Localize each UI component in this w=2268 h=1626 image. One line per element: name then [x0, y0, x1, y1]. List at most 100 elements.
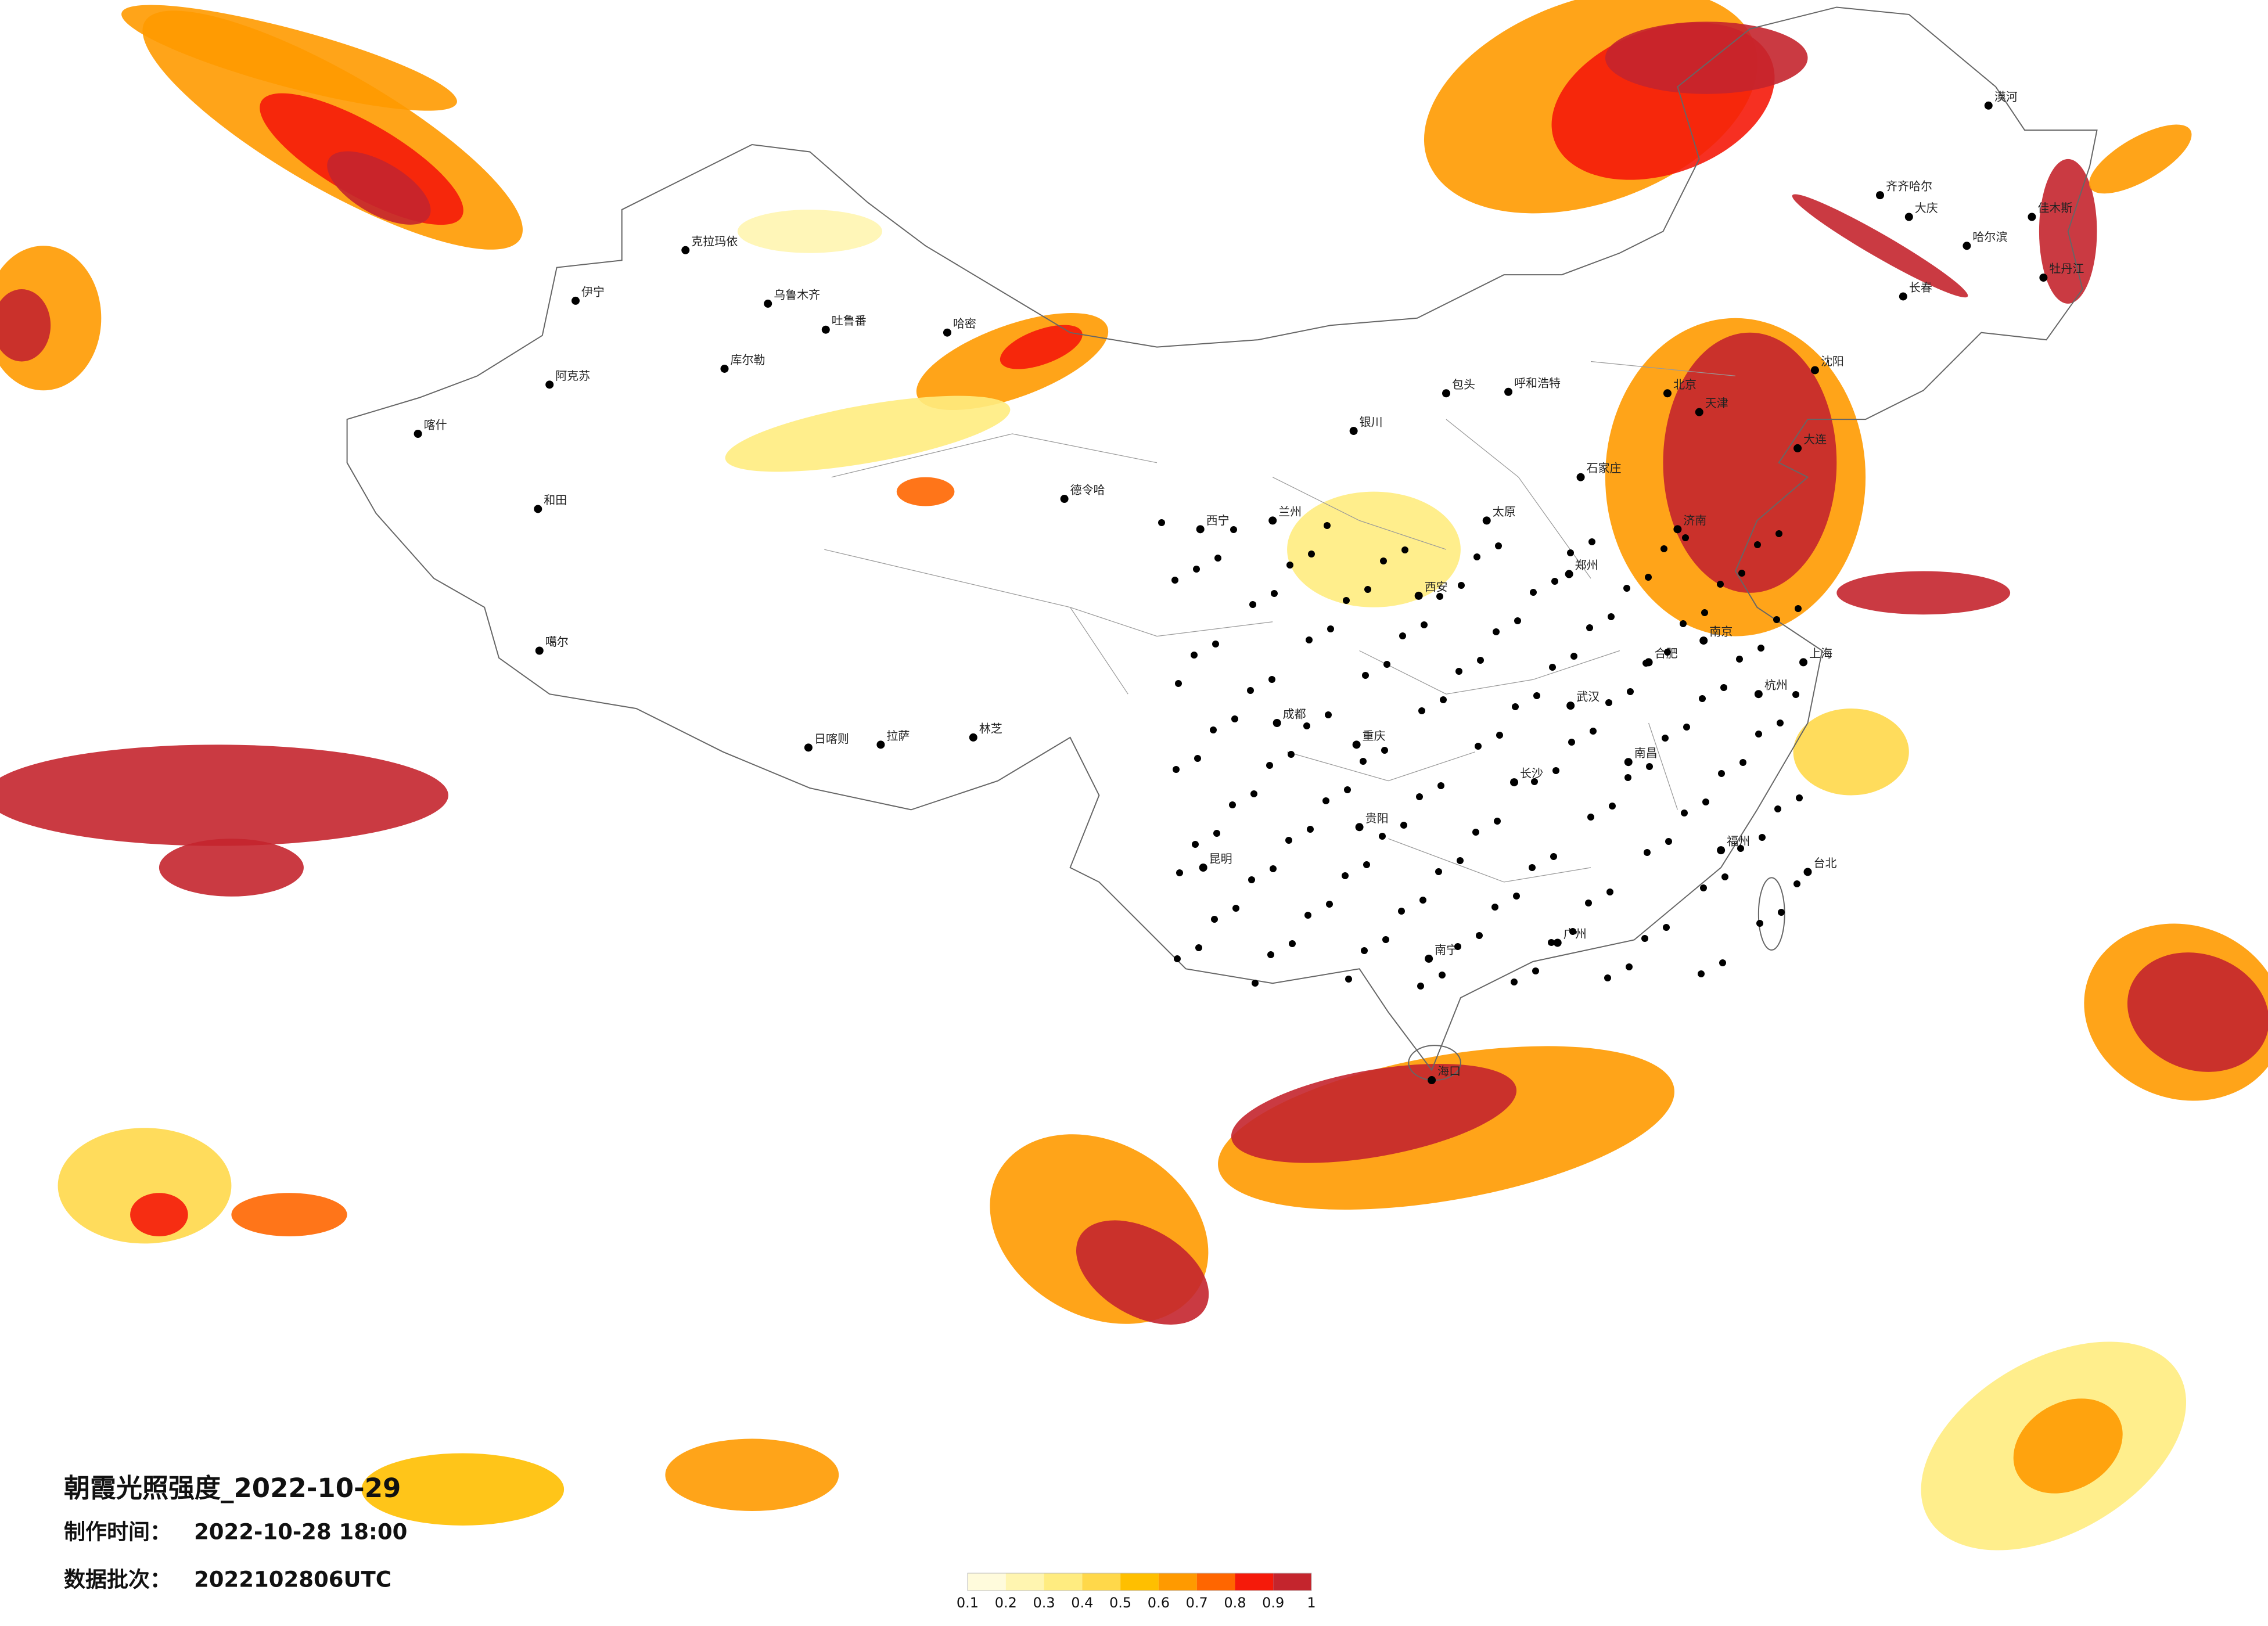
legend-swatch: [1158, 1573, 1197, 1591]
legend-swatch: [1120, 1573, 1159, 1591]
legend-tick: 1: [1307, 1595, 1315, 1611]
city-dot: [1212, 641, 1219, 647]
heat-area: [1000, 325, 1083, 369]
city-dot: [1362, 672, 1369, 679]
city-dot: [1512, 703, 1519, 710]
city-dot: [1455, 668, 1462, 675]
city-dot: [1355, 823, 1364, 832]
city-dot: [1268, 516, 1277, 525]
city-dot: [1585, 900, 1592, 906]
city-dot: [1682, 534, 1689, 541]
city-dot: [1285, 837, 1292, 844]
city-label: 贵阳: [1365, 811, 1389, 825]
city-dot: [1793, 880, 1800, 887]
city-dot: [1250, 790, 1257, 797]
city-dot: [1175, 680, 1182, 687]
city-dot: [1193, 566, 1200, 573]
city-dot: [1324, 522, 1331, 529]
city-dot: [1195, 944, 1202, 951]
city-dot: [1211, 916, 1218, 923]
city-dot: [1795, 605, 1802, 612]
city-label: 哈密: [953, 316, 976, 330]
city-dot: [1491, 904, 1498, 911]
city-label: 大庆: [1915, 201, 1938, 215]
legend-border: [967, 1573, 1312, 1591]
city-dot: [1270, 865, 1277, 872]
city-dot: [1576, 473, 1585, 481]
city-dot: [1646, 763, 1653, 770]
city-label: 和田: [544, 493, 567, 507]
city-dot: [2028, 213, 2036, 221]
city-dot: [1608, 613, 1615, 620]
city-label: 沈阳: [1821, 354, 1844, 368]
city-dot: [1060, 495, 1069, 503]
heat-area: [1663, 332, 1837, 593]
city-dot: [1247, 687, 1254, 694]
city-dot: [1477, 657, 1484, 664]
legend-swatch: [968, 1573, 1006, 1591]
city-dot: [1306, 636, 1313, 643]
city-dot: [804, 743, 813, 752]
city-dot: [1717, 581, 1724, 588]
city-dot: [1440, 696, 1447, 703]
city-dot: [764, 299, 772, 308]
city-dot: [1398, 908, 1405, 915]
city-dot: [1176, 869, 1183, 876]
city-label: 库尔勒: [730, 352, 765, 366]
city-dot: [1699, 636, 1708, 645]
legend-tick: 0.9: [1262, 1595, 1284, 1611]
city-dot: [1416, 793, 1423, 800]
city-label: 林芝: [979, 721, 1002, 735]
city-dot: [1326, 901, 1333, 908]
city-dot: [1342, 872, 1349, 879]
city-dot: [1473, 553, 1480, 560]
city-dot: [1665, 838, 1672, 845]
heat-area: [130, 1193, 188, 1236]
city-dot: [1984, 101, 1993, 110]
city-label: 南宁: [1435, 942, 1458, 956]
city-label: 呼和浩特: [1514, 376, 1561, 390]
city-dot: [1421, 621, 1428, 628]
city-dot: [876, 740, 885, 749]
legend: 0.1 0.2 0.3 0.4 0.5 0.6 0.7 0.8 0.9 1: [957, 1573, 1316, 1611]
heat-area: [1605, 21, 1808, 94]
city-dot: [1401, 546, 1408, 553]
city-dot: [1428, 1076, 1436, 1085]
city-dot: [1904, 213, 1913, 221]
city-dot: [1214, 555, 1221, 562]
city-dot: [1191, 652, 1198, 659]
city-dot: [1624, 774, 1631, 781]
city-dot: [1304, 912, 1311, 919]
city-dot: [1437, 782, 1444, 789]
province-lines: [824, 361, 1736, 883]
city-dot: [1699, 695, 1706, 702]
city-dot: [1383, 661, 1390, 668]
city-dot: [1609, 803, 1616, 810]
heat-area: [327, 151, 431, 225]
city-label: 拉萨: [886, 729, 910, 743]
city-label: 牡丹江: [2049, 262, 2084, 276]
border: [346, 6, 2098, 1071]
city-dot: [1566, 702, 1575, 710]
city-dot: [1604, 974, 1611, 981]
city-dot: [1533, 692, 1540, 699]
legend-swatch: [1235, 1573, 1274, 1591]
city-dot: [534, 505, 542, 513]
city-dot: [1495, 542, 1502, 549]
city-dot: [1266, 762, 1273, 769]
heat-area: [1231, 1063, 1517, 1163]
city-dot: [1683, 724, 1690, 731]
city-dot: [1248, 876, 1255, 883]
city-dot: [1425, 954, 1433, 963]
legend-swatch: [1196, 1573, 1235, 1591]
city-dot: [1755, 731, 1762, 738]
city-dot: [1792, 691, 1799, 698]
city-dot: [1739, 759, 1746, 766]
city-dot: [572, 296, 580, 305]
city-label: 兰州: [1278, 505, 1302, 519]
legend-swatch: [1082, 1573, 1121, 1591]
city-dot: [1759, 834, 1766, 841]
city-dot: [1963, 242, 1971, 250]
heat-area: [2013, 1398, 2123, 1494]
